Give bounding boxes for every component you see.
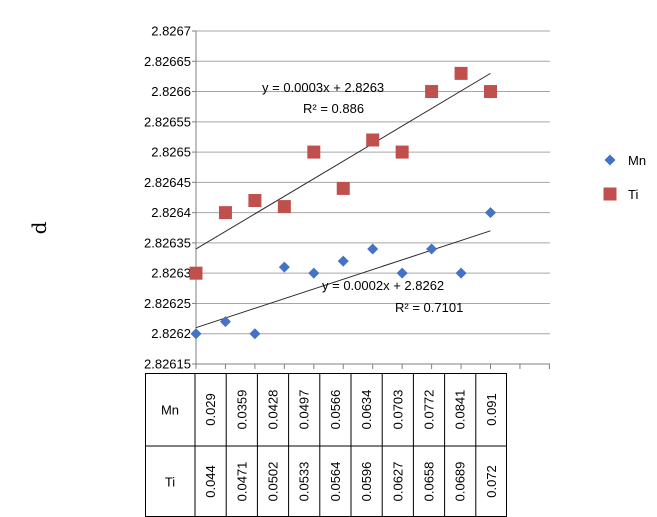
data-point-mn <box>337 255 349 267</box>
legend-marker-mn <box>604 154 616 166</box>
table-row-label: Mn <box>161 403 179 418</box>
y-tick-labels: 2.82615 2.8262 2.82625 2.8263 2.82635 2.8264 2… <box>144 24 191 372</box>
table-cell: 0.091 <box>484 393 499 426</box>
series-mn <box>190 207 496 340</box>
trendline-r2-ti: R² = 0.886 <box>303 101 364 116</box>
y-tick-label: 2.82665 <box>144 54 191 69</box>
table-cell: 0.0471 <box>234 462 249 502</box>
data-point-ti <box>307 145 321 159</box>
data-point-mn <box>308 267 320 279</box>
table-cell: 0.0841 <box>453 390 468 430</box>
y-tick-label: 2.82615 <box>144 357 191 372</box>
y-tick-label: 2.8264 <box>151 205 191 220</box>
table-cell: 0.0497 <box>297 390 312 430</box>
table-cell: 0.0772 <box>422 390 437 430</box>
data-point-mn <box>396 267 408 279</box>
y-tick-label: 2.82655 <box>144 114 191 129</box>
data-point-ti <box>425 85 439 99</box>
table-cell: 0.0428 <box>266 390 281 430</box>
table-cell: 0.0689 <box>453 462 468 502</box>
y-tick-label: 2.8263 <box>151 266 191 281</box>
table-cell: 0.029 <box>203 393 218 426</box>
data-point-ti <box>454 66 468 80</box>
table-cell: 0.0634 <box>359 390 374 430</box>
y-tick-label: 2.8265 <box>151 145 191 160</box>
data-point-mn <box>485 207 496 219</box>
trendline-equation-mn: y = 0.0002x + 2.8262 <box>322 278 444 293</box>
y-tick-label: 2.8262 <box>151 326 191 341</box>
data-point-ti <box>366 133 380 147</box>
y-tick-label: 2.8266 <box>151 84 191 99</box>
y-axis-title: d <box>27 221 51 234</box>
table-cell: 0.0533 <box>297 462 312 502</box>
data-point-mn <box>278 261 290 273</box>
legend-label-mn: Mn <box>628 153 646 168</box>
trendline-ti <box>195 72 491 250</box>
table-cell: 0.0627 <box>390 462 405 502</box>
legend: Mn Ti <box>603 153 646 202</box>
data-point-mn <box>367 243 379 255</box>
legend-label-ti: Ti <box>628 187 638 202</box>
table-cell: 0.0502 <box>266 462 281 502</box>
data-point-ti <box>395 145 409 159</box>
table-cell: 0.0359 <box>234 390 249 430</box>
table-cell: 0.072 <box>484 465 499 498</box>
gridlines <box>196 30 550 335</box>
data-point-mn <box>190 328 202 340</box>
data-point-mn <box>219 316 231 328</box>
data-point-ti <box>218 206 232 220</box>
y-tick-label: 2.82645 <box>144 175 191 190</box>
trendline-r2-mn: R² = 0.7101 <box>395 300 463 315</box>
y-tick-label: 2.82625 <box>144 296 191 311</box>
table-cell: 0.0596 <box>359 462 374 502</box>
table-row-label: Ti <box>165 475 175 490</box>
legend-marker-ti <box>603 187 617 201</box>
data-point-ti <box>248 194 262 208</box>
y-tick-label: 2.8267 <box>151 24 191 39</box>
y-tick-label: 2.82635 <box>144 235 191 250</box>
table-cell: 0.0703 <box>390 390 405 430</box>
table-cell: 0.0658 <box>422 462 437 502</box>
data-point-ti <box>336 181 350 195</box>
trendline-equation-ti: y = 0.0003x + 2.8263 <box>262 80 384 95</box>
data-point-ti <box>484 85 497 99</box>
table-cell: 0.0566 <box>328 390 343 430</box>
series-ti <box>189 66 497 280</box>
data-point-mn <box>426 243 438 255</box>
data-point-mn <box>249 328 261 340</box>
trendline-mn <box>195 230 491 329</box>
data-table: Mn 0.029 0.0359 0.0428 0.0497 0.0566 0.0634 0.0… <box>145 373 507 517</box>
table-cell: 0.0564 <box>328 462 343 502</box>
table-cell: 0.044 <box>203 465 218 498</box>
data-point-ti <box>189 266 203 280</box>
data-point-ti <box>277 200 291 214</box>
data-point-mn <box>455 267 467 279</box>
